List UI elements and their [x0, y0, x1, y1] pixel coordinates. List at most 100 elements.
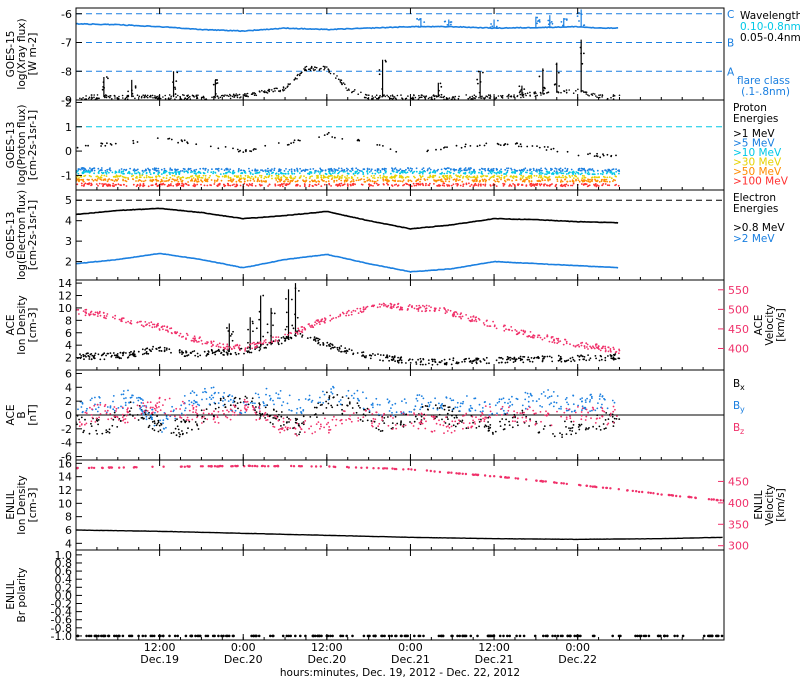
- data-point: [572, 177, 575, 180]
- data-point: [153, 420, 156, 423]
- data-point: [556, 395, 559, 397]
- data-point: [336, 176, 338, 179]
- data-point: [591, 409, 593, 412]
- data-point: [82, 97, 84, 99]
- data-point: [312, 168, 315, 170]
- data-point: [372, 305, 375, 308]
- data-point: [345, 167, 348, 170]
- data-point: [227, 179, 230, 182]
- data-point: [269, 397, 272, 400]
- data-point: [187, 96, 190, 99]
- data-point: [606, 176, 609, 179]
- data-point: [592, 425, 594, 428]
- data-point: [278, 168, 280, 171]
- data-point: [271, 89, 273, 91]
- data-point: [350, 311, 353, 313]
- data-point: [132, 95, 134, 98]
- data-point: [122, 393, 125, 396]
- data-point: [217, 402, 220, 404]
- data-point: [476, 78, 479, 81]
- data-point: [589, 178, 591, 181]
- data-point: [80, 168, 82, 171]
- data-point: [236, 148, 239, 151]
- data-point: [185, 432, 188, 434]
- data-point: [507, 178, 510, 181]
- data-point: [379, 174, 382, 177]
- data-point: [195, 95, 197, 97]
- data-point: [348, 177, 350, 179]
- data-point: [360, 311, 363, 314]
- data-point: [332, 385, 334, 388]
- data-point: [456, 183, 459, 185]
- data-point: [354, 89, 356, 91]
- data-point: [456, 361, 458, 364]
- data-point: [450, 184, 453, 187]
- data-point: [331, 392, 334, 395]
- data-point: [368, 178, 371, 181]
- data-point: [302, 169, 305, 172]
- data-point: [491, 168, 493, 171]
- data-point: [390, 306, 393, 309]
- data-point: [465, 314, 467, 316]
- data-point: [397, 305, 399, 308]
- data-point: [586, 397, 588, 400]
- data-point: [557, 71, 560, 74]
- data-point: [585, 342, 588, 345]
- data-point: [229, 168, 232, 171]
- data-point: [525, 94, 527, 97]
- data-point: [533, 169, 535, 172]
- data-point: [236, 96, 239, 99]
- data-point: [523, 179, 525, 181]
- data-point: [214, 93, 217, 95]
- data-point: [559, 358, 562, 360]
- data-point: [301, 336, 303, 338]
- data-point: [525, 176, 527, 179]
- data-point: [457, 179, 460, 182]
- data-point: [410, 185, 413, 188]
- data-point: [217, 147, 220, 150]
- data-point: [179, 433, 182, 436]
- data-point: [296, 333, 299, 335]
- data-point: [157, 167, 160, 170]
- data-point: [156, 422, 159, 425]
- data-point: [341, 175, 343, 177]
- data-point: [432, 176, 435, 179]
- data-point: [164, 98, 167, 100]
- data-point: [273, 403, 275, 406]
- data-point: [376, 170, 379, 173]
- data-point: [332, 317, 335, 319]
- data-point: [217, 345, 220, 348]
- data-point: [580, 423, 583, 426]
- data-point: [594, 343, 597, 346]
- data-point: [540, 183, 543, 186]
- data-point: [612, 94, 615, 96]
- data-point: [88, 358, 91, 360]
- data-point: [548, 340, 551, 343]
- data-point: [151, 421, 154, 423]
- data-point: [347, 172, 349, 175]
- data-point: [275, 410, 278, 413]
- data-point: [278, 413, 280, 416]
- data-point: [521, 177, 524, 179]
- data-point: [560, 405, 562, 408]
- data-point: [584, 176, 587, 179]
- data-point: [88, 313, 91, 316]
- data-point: [310, 67, 313, 69]
- data-point: [105, 94, 108, 97]
- data-point: [92, 179, 95, 182]
- data-point: [201, 343, 204, 345]
- data-point: [204, 167, 207, 170]
- data-point: [362, 310, 365, 313]
- data-point: [172, 431, 175, 434]
- data-point: [189, 167, 192, 170]
- data-point: [507, 167, 510, 170]
- data-point: [101, 88, 104, 91]
- data-point: [327, 180, 330, 183]
- data-point: [356, 402, 359, 404]
- data-point: [214, 353, 217, 356]
- data-point: [452, 359, 455, 362]
- data-point: [538, 174, 541, 177]
- data-point: [363, 96, 366, 99]
- data-point: [468, 171, 471, 173]
- data-point: [201, 398, 203, 401]
